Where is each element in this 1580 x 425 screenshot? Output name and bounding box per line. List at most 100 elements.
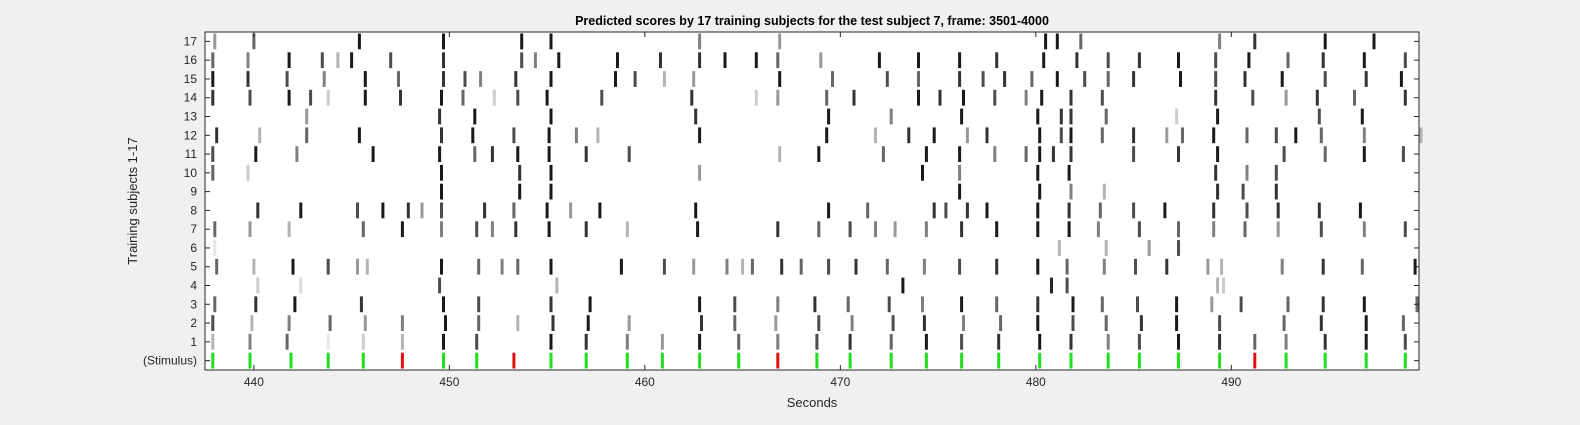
score-mark-subject-14 <box>600 89 604 106</box>
score-mark-subject-8 <box>985 202 989 219</box>
score-mark-subject-2 <box>250 315 254 331</box>
score-mark-subject-17 <box>1044 33 1048 50</box>
score-mark-subject-10 <box>211 164 215 181</box>
score-mark-subject-11 <box>254 146 258 162</box>
score-mark-subject-10 <box>246 164 250 181</box>
score-mark-subject-11 <box>295 146 299 162</box>
score-mark-subject-7 <box>490 221 494 238</box>
score-mark-subject-9 <box>1069 183 1073 200</box>
score-mark-subject-7 <box>625 221 629 238</box>
score-mark-subject-7 <box>1319 221 1323 238</box>
score-mark-subject-3 <box>846 296 850 313</box>
score-mark-subject-3 <box>588 296 592 313</box>
stimulus-mark-target <box>442 352 445 369</box>
score-mark-subject-14 <box>776 89 780 106</box>
score-mark-subject-16 <box>1214 52 1218 69</box>
score-mark-subject-8 <box>420 202 424 219</box>
score-mark-subject-14 <box>326 89 330 106</box>
y-tick-label: 12 <box>184 128 198 142</box>
score-mark-subject-5 <box>750 258 754 275</box>
score-mark-subject-2 <box>400 315 404 331</box>
score-mark-subject-7 <box>776 221 780 238</box>
stimulus-mark-target <box>584 352 588 369</box>
score-mark-subject-2 <box>211 315 215 331</box>
score-mark-subject-3 <box>1286 296 1290 313</box>
y-tick-label: 10 <box>184 166 198 180</box>
score-mark-subject-15 <box>1323 71 1327 87</box>
y-tick-label: 8 <box>190 203 197 217</box>
score-mark-subject-15 <box>917 71 920 87</box>
score-marks <box>211 33 1423 350</box>
score-mark-subject-2 <box>551 315 555 331</box>
score-mark-subject-9 <box>1216 183 1220 200</box>
score-mark-subject-14 <box>309 89 313 106</box>
y-tick-label: 5 <box>190 260 197 274</box>
score-mark-subject-5 <box>1165 258 1169 275</box>
score-mark-subject-16 <box>246 52 250 69</box>
stimulus-mark-nontarget <box>1253 352 1257 369</box>
score-mark-subject-12 <box>258 127 262 144</box>
score-mark-subject-2 <box>586 315 590 331</box>
score-mark-subject-9 <box>1102 183 1106 200</box>
score-mark-subject-16 <box>389 52 393 69</box>
y-tick-label: 6 <box>190 241 197 255</box>
score-mark-subject-10 <box>1036 164 1040 181</box>
score-mark-subject-8 <box>299 202 303 219</box>
score-mark-subject-16 <box>877 52 881 69</box>
score-mark-subject-1 <box>924 333 928 350</box>
score-mark-subject-13 <box>1175 108 1179 125</box>
score-mark-subject-12 <box>596 127 600 144</box>
score-mark-subject-17 <box>442 33 445 50</box>
score-mark-subject-6 <box>1147 240 1151 256</box>
score-mark-subject-8 <box>483 202 487 219</box>
score-mark-subject-5 <box>995 258 999 275</box>
score-mark-subject-11 <box>778 146 782 162</box>
score-mark-subject-8 <box>256 202 260 219</box>
score-mark-subject-11 <box>1216 146 1220 162</box>
stimulus-mark-target <box>1177 352 1180 369</box>
score-mark-subject-5 <box>1220 258 1224 275</box>
score-mark-subject-2 <box>774 315 778 331</box>
y-axis-label: Training subjects 1-17 <box>125 137 140 264</box>
score-mark-subject-12 <box>932 127 936 144</box>
score-mark-subject-8 <box>440 202 443 219</box>
score-mark-subject-8 <box>1358 202 1362 219</box>
score-mark-subject-1 <box>285 333 289 350</box>
score-mark-subject-3 <box>995 296 999 313</box>
score-mark-subject-1 <box>1038 333 1042 350</box>
score-mark-subject-3 <box>1321 296 1325 313</box>
score-mark-subject-11 <box>1069 146 1073 162</box>
score-mark-subject-1 <box>442 333 445 350</box>
score-mark-subject-15 <box>442 71 445 87</box>
score-mark-subject-17 <box>698 33 702 50</box>
y-tick-label: 14 <box>184 91 198 105</box>
score-mark-subject-14 <box>461 89 465 106</box>
score-mark-subject-3 <box>1175 296 1179 313</box>
score-mark-subject-11 <box>924 146 928 162</box>
score-mark-subject-12 <box>874 127 877 144</box>
score-mark-subject-2 <box>999 315 1003 331</box>
score-mark-subject-7 <box>1403 221 1407 238</box>
stimulus-mark-nontarget <box>776 352 780 369</box>
score-mark-subject-16 <box>1042 52 1046 69</box>
score-mark-subject-1 <box>776 333 780 350</box>
y-tick-label: 7 <box>190 222 197 236</box>
score-mark-subject-16 <box>336 52 340 69</box>
score-mark-subject-15 <box>831 71 834 87</box>
score-mark-subject-15 <box>1030 71 1034 87</box>
score-mark-subject-14 <box>1040 89 1044 106</box>
score-mark-subject-3 <box>776 296 780 313</box>
x-tick-label: 480 <box>1026 375 1046 389</box>
score-mark-subject-1 <box>737 333 741 350</box>
score-mark-subject-12 <box>1059 127 1063 144</box>
x-axis-label: Seconds <box>787 395 838 410</box>
score-mark-subject-5 <box>725 258 729 275</box>
score-mark-subject-8 <box>1163 202 1167 219</box>
score-mark-subject-12 <box>907 127 911 144</box>
score-mark-subject-16 <box>557 52 561 69</box>
score-mark-subject-14 <box>852 89 856 106</box>
score-mark-subject-11 <box>473 146 477 162</box>
stimulus-marks <box>211 352 1407 369</box>
y-tick-label: 11 <box>185 147 198 161</box>
